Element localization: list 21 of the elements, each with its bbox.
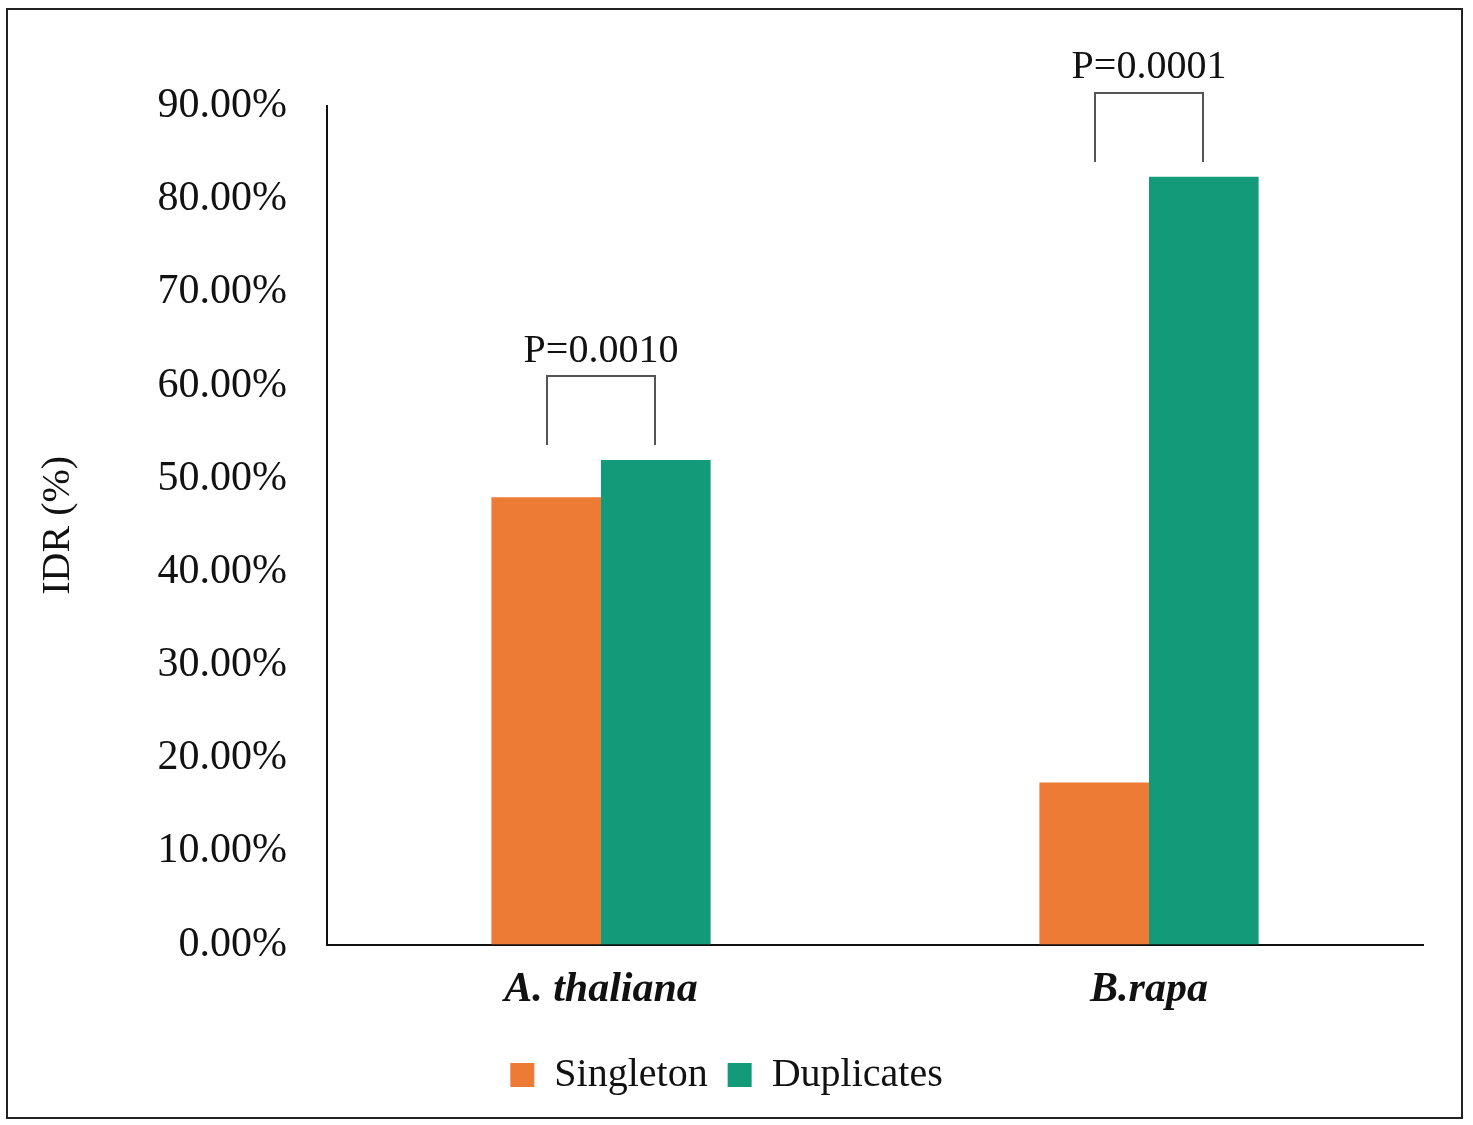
bar (601, 460, 711, 945)
x-tick-label: B.rapa (1089, 963, 1208, 1010)
legend-label: Singleton (554, 1049, 708, 1095)
y-tick-label: 20.00% (157, 732, 287, 779)
y-tick-label: 70.00% (157, 266, 287, 313)
annotation: P=0.0010 (523, 325, 679, 371)
text: P=0.0001 (1071, 42, 1227, 88)
y-tick-label: 40.00% (157, 545, 287, 592)
y-tick-label: 90.00% (157, 80, 287, 127)
y-tick-label: 60.00% (157, 359, 287, 406)
y-axis-title: IDR (%) (32, 455, 78, 595)
y-tick-label: 50.00% (157, 452, 287, 499)
x-tick-label: A. thaliana (501, 963, 698, 1010)
y-tick-label: 10.00% (157, 825, 287, 872)
bar (1149, 176, 1259, 945)
y-tick-label: 0.00% (178, 918, 287, 965)
y-tick-label: 30.00% (157, 639, 287, 686)
legend-label: Duplicates (771, 1049, 943, 1095)
y-tick-label: 80.00% (157, 173, 287, 220)
bar (491, 497, 601, 945)
bar (1039, 782, 1149, 945)
